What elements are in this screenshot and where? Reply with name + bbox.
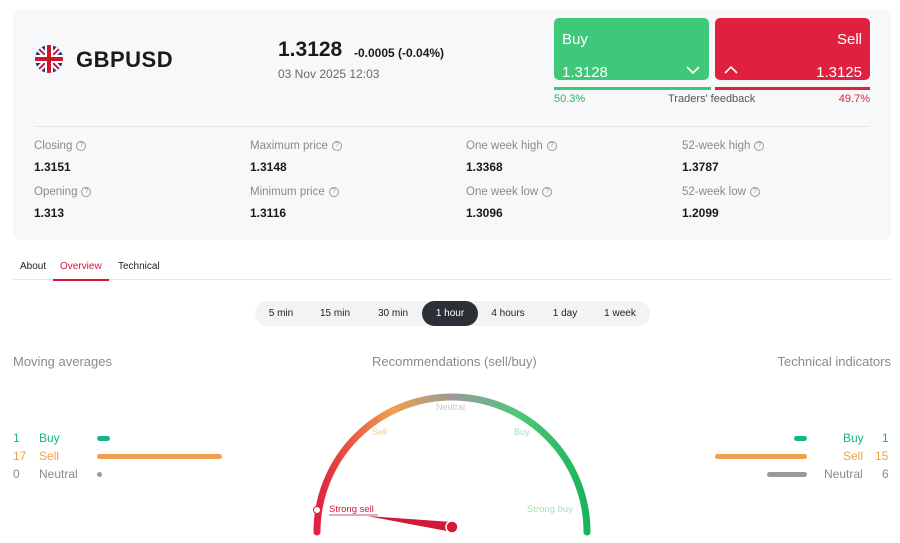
stat-closing: Closing? 1.3151 xyxy=(34,140,87,174)
stat-value: 1.3148 xyxy=(250,160,287,174)
gauge-label-neutral: Neutral xyxy=(436,402,465,412)
stat-label: Opening xyxy=(34,186,78,198)
ma-neutral-count: 0 xyxy=(13,467,20,481)
ti-buy-count: 1 xyxy=(882,431,889,445)
help-icon[interactable]: ? xyxy=(749,187,760,197)
ti-neutral-bar xyxy=(767,472,807,477)
recommendation-gauge: Neutral Sell Buy Strong sell Strong buy xyxy=(313,393,591,536)
feedback-buy-percent: 50.3% xyxy=(554,93,586,105)
ma-sell-label: Sell xyxy=(39,449,60,463)
moving-averages-title: Moving averages xyxy=(13,354,112,369)
instrument-card: GBPUSD 1.3128 -0.0005 (-0.04%) 03 Nov 20… xyxy=(13,10,891,240)
tab-technical[interactable]: Technical xyxy=(118,261,160,272)
help-icon[interactable]: ? xyxy=(76,141,87,151)
ma-sell-count: 17 xyxy=(13,449,27,463)
feedback-sell-bar xyxy=(715,87,870,90)
ma-neutral-bar xyxy=(97,472,102,477)
help-icon[interactable]: ? xyxy=(331,141,342,151)
help-icon[interactable]: ? xyxy=(754,141,765,151)
ti-buy-label: Buy xyxy=(843,431,864,445)
ti-sell-count: 15 xyxy=(875,449,889,463)
stat-value: 1.2099 xyxy=(682,206,719,220)
sell-price: 1.3125 xyxy=(816,64,862,81)
stat-value: 1.3096 xyxy=(466,206,503,220)
help-icon[interactable]: ? xyxy=(328,187,339,197)
ti-buy-bar xyxy=(794,436,807,441)
help-icon[interactable]: ? xyxy=(542,187,553,197)
help-icon[interactable]: ? xyxy=(81,187,92,197)
stat-label: One week high xyxy=(466,140,543,152)
content-tabs: About Overview Technical xyxy=(13,258,891,281)
ma-neutral-label: Neutral xyxy=(39,467,78,481)
buy-button-label: Buy xyxy=(562,31,588,48)
gauge-marker xyxy=(313,506,321,514)
ti-neutral-label: Neutral xyxy=(824,467,863,481)
period-1-day[interactable]: 1 day xyxy=(552,308,578,319)
stat-label: 52-week high xyxy=(682,140,751,152)
ma-buy-label: Buy xyxy=(39,431,60,445)
stat-one-week-high: One week high? 1.3368 xyxy=(466,140,557,174)
stat-one-week-low: One week low? 1.3096 xyxy=(466,186,553,220)
feedback-buy-bar xyxy=(554,87,711,90)
gauge-label-strong-sell: Strong sell xyxy=(329,504,374,515)
chevron-down-icon xyxy=(686,66,700,75)
buy-price: 1.3128 xyxy=(562,64,608,81)
tab-overview[interactable]: Overview xyxy=(53,261,109,281)
period-5-min[interactable]: 5 min xyxy=(268,308,294,319)
stat-minimum-price: Minimum price? 1.3116 xyxy=(250,186,339,220)
divider xyxy=(34,126,870,127)
stat-label: 52-week low xyxy=(682,186,746,198)
ti-neutral-count: 6 xyxy=(882,467,889,481)
stat-label: Minimum price xyxy=(250,186,325,198)
ma-buy-bar xyxy=(97,436,110,441)
feedback-sell-percent: 49.7% xyxy=(838,93,870,105)
ti-sell-bar xyxy=(715,454,807,459)
chevron-up-icon xyxy=(724,65,738,74)
price-timestamp: 03 Nov 2025 12:03 xyxy=(278,67,380,81)
price-change: -0.0005 (-0.04%) xyxy=(354,46,445,60)
period-1-hour[interactable]: 1 hour xyxy=(422,301,478,326)
uk-flag-icon xyxy=(35,45,63,73)
stat-52-week-high: 52-week high? 1.3787 xyxy=(682,140,765,174)
period-30-min[interactable]: 30 min xyxy=(377,308,408,319)
stat-value: 1.313 xyxy=(34,206,65,220)
help-icon[interactable]: ? xyxy=(546,141,557,151)
gauge-label-buy: Buy xyxy=(514,427,530,437)
stat-value: 1.3116 xyxy=(250,206,287,220)
buy-button[interactable]: Buy 1.3128 xyxy=(554,18,709,81)
stat-label: Maximum price xyxy=(250,140,328,152)
technical-indicators-title: Technical indicators xyxy=(777,354,891,369)
stat-value: 1.3151 xyxy=(34,160,71,174)
gauge-arc xyxy=(313,393,591,536)
recommendations-title: Recommendations (sell/buy) xyxy=(372,354,537,369)
gauge-label-strong-buy: Strong buy xyxy=(527,504,573,515)
stat-52-week-low: 52-week low? 1.2099 xyxy=(682,186,760,220)
ma-sell-bar xyxy=(97,454,222,459)
period-1-week[interactable]: 1 week xyxy=(604,308,636,319)
traders-feedback-label: Traders' feedback xyxy=(668,93,756,105)
stat-label: One week low xyxy=(466,186,539,198)
stat-maximum-price: Maximum price? 1.3148 xyxy=(250,140,342,174)
stat-value: 1.3368 xyxy=(466,160,503,174)
sell-button[interactable]: Sell 1.3125 xyxy=(715,18,870,81)
gauge-label-sell: Sell xyxy=(372,427,387,437)
stat-value: 1.3787 xyxy=(682,160,719,174)
period-4-hours[interactable]: 4 hours xyxy=(491,308,525,319)
sell-button-label: Sell xyxy=(836,31,862,48)
period-15-min[interactable]: 15 min xyxy=(319,308,350,319)
current-price: 1.3128 xyxy=(278,38,343,61)
tab-about[interactable]: About xyxy=(20,261,47,272)
gauge-needle xyxy=(367,516,452,532)
instrument-symbol: GBPUSD xyxy=(76,47,174,72)
timeframe-selector: 5 min 15 min 30 min 1 hour 4 hours 1 day… xyxy=(255,301,650,326)
ma-buy-count: 1 xyxy=(13,431,20,445)
ti-sell-label: Sell xyxy=(843,449,864,463)
gauge-needle-hub xyxy=(445,520,459,534)
stat-label: Closing xyxy=(34,140,73,152)
stat-opening: Opening? 1.313 xyxy=(34,186,92,220)
